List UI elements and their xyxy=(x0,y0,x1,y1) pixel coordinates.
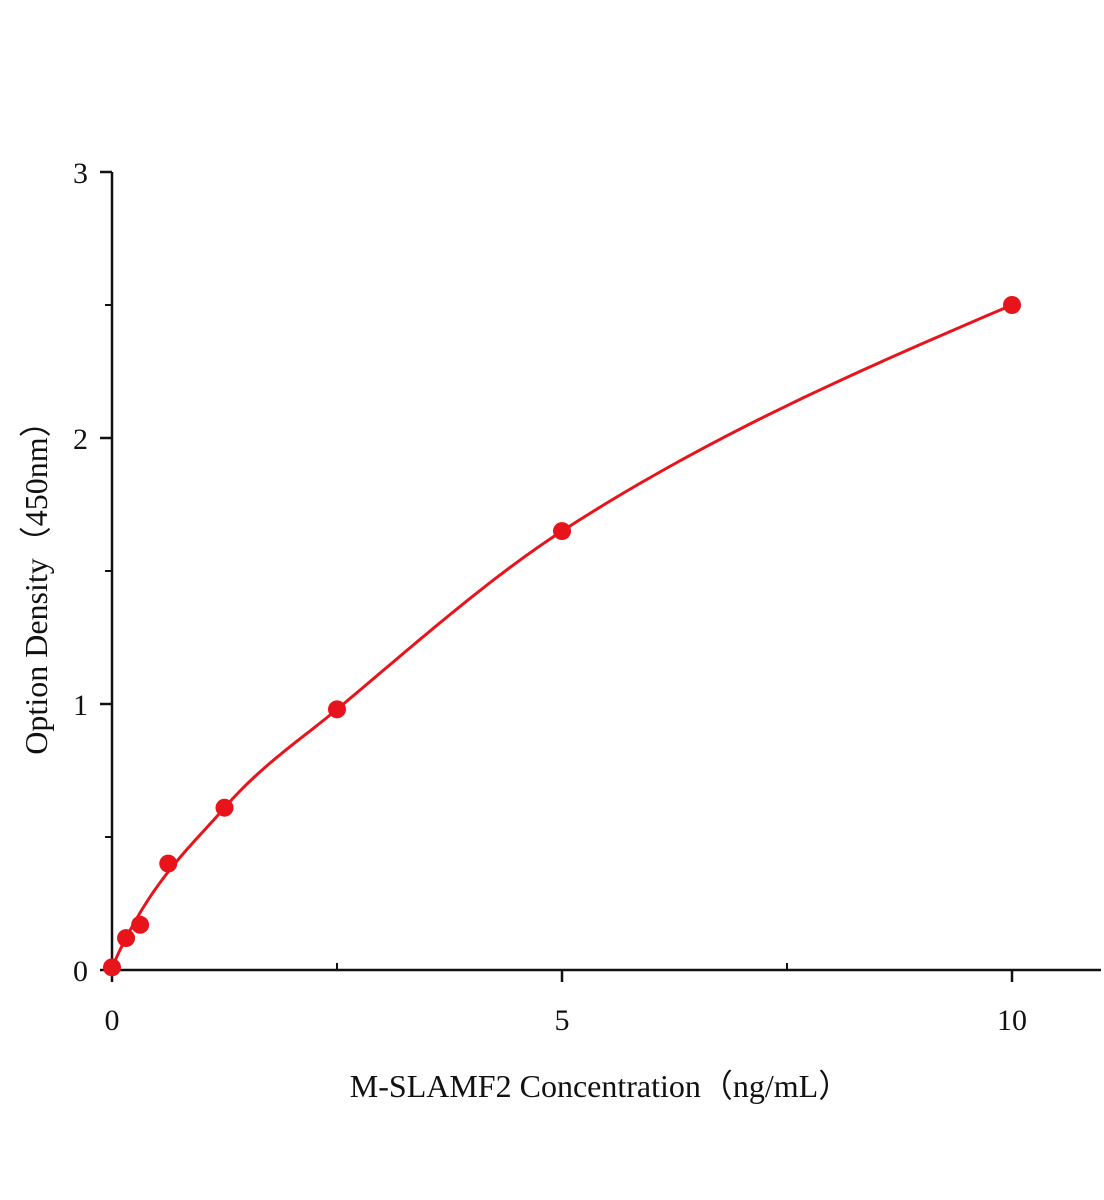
axes xyxy=(100,170,1101,982)
y-tick-label: 3 xyxy=(73,157,88,190)
x-tick-label: 0 xyxy=(105,1004,120,1037)
data-point xyxy=(553,522,571,541)
y-tick-label: 0 xyxy=(73,955,88,988)
x-tick-label: 10 xyxy=(997,1004,1027,1037)
data-point xyxy=(159,854,178,873)
data-point xyxy=(117,929,136,948)
tick-labels: 0 5 10 0 1 2 3 xyxy=(73,157,1027,1037)
data-point xyxy=(103,958,121,977)
data-point xyxy=(215,798,234,817)
x-axis-title: M-SLAMF2 Concentration（ng/mL） xyxy=(350,1068,850,1104)
data-point xyxy=(131,915,150,934)
fit-curve xyxy=(110,303,1013,968)
data-point xyxy=(1003,296,1021,314)
y-tick-label: 1 xyxy=(73,689,88,722)
y-tick-label: 2 xyxy=(73,423,88,456)
data-point xyxy=(328,700,346,719)
y-axis-title: Option Density（450nm） xyxy=(18,405,54,754)
x-tick-label: 5 xyxy=(555,1004,570,1037)
data-points xyxy=(103,296,1021,977)
